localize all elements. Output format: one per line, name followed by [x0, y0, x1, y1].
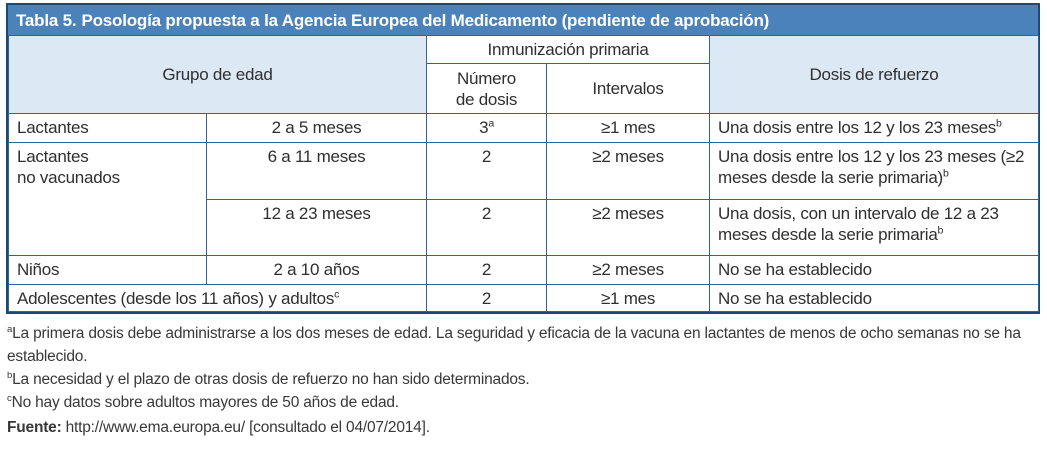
cell-interval: ≥1 mes: [546, 113, 711, 143]
source-line: Fuente: http://www.ema.europa.eu/ [consul…: [7, 416, 1040, 439]
booster-text: Una dosis, con un intervalo de 12 a 23 m…: [718, 204, 999, 244]
header-dosis-refuerzo: Dosis de refuerzo: [709, 35, 1040, 114]
doses-footnote-mark: a: [488, 117, 494, 130]
footnotes: aLa primera dosis debe administrarse a l…: [6, 322, 1040, 439]
cell-age: 6 a 11 meses: [205, 142, 428, 200]
source-url: http://www.ema.europa.eu/ [consultado el…: [65, 419, 430, 436]
cell-age: 2 a 5 meses: [205, 113, 428, 143]
cell-doses: 2: [426, 255, 548, 285]
header-numero-dosis: Número de dosis: [426, 63, 548, 114]
doses-value: 2: [481, 147, 492, 166]
cell-booster: Una dosis entre los 12 y los 23 mesesb: [709, 113, 1040, 143]
posology-table: Grupo de edad Inmunización primaria Dosi…: [7, 35, 1040, 312]
footnote-text: La primera dosis debe administrarse a lo…: [7, 325, 1021, 365]
table-row: Niños 2 a 10 años 2 ≥2 meses No se ha es…: [8, 255, 1040, 285]
cell-interval: ≥1 mes: [546, 284, 711, 312]
booster-text: Una dosis entre los 12 y los 23 meses (≥…: [718, 147, 1025, 187]
group-footnote-mark: c: [334, 288, 340, 301]
cell-age: 2 a 10 años: [205, 255, 428, 285]
booster-text: No se ha establecido: [718, 289, 872, 308]
table-row: Lactantes no vacunados 6 a 11 meses 2 ≥2…: [8, 142, 1040, 256]
cell-doses: 2: [426, 142, 548, 200]
table-row: Lactantes 2 a 5 meses 3a ≥1 mes Una dosi…: [8, 113, 1040, 143]
booster-text: Una dosis entre los 12 y los 23 meses: [718, 118, 997, 137]
footnote-text: No hay datos sobre adultos mayores de 50…: [11, 394, 399, 411]
header-inmunizacion-primaria: Inmunización primaria: [426, 35, 711, 64]
cell-doses: 2: [426, 199, 548, 256]
footnote-mark: a: [7, 323, 13, 335]
footnote-a: aLa primera dosis debe administrarse a l…: [7, 322, 1040, 368]
doses-value: 2: [481, 289, 492, 308]
footnote-mark: b: [7, 369, 13, 381]
cell-interval: ≥2 meses: [546, 199, 711, 256]
booster-footnote-mark: b: [996, 117, 1002, 130]
booster-footnote-mark: b: [942, 167, 949, 180]
table-title-text: Posología propuesta a la Agencia Europea…: [81, 11, 770, 30]
cell-doses: 3a: [426, 113, 548, 143]
doses-value: 3: [479, 118, 489, 137]
table-row: Adolescentes (desde los 11 años) y adult…: [7, 284, 1040, 312]
table-row: 12 a 23 meses 2 ≥2 meses Una dosis, con …: [9, 199, 1040, 256]
cell-booster: Una dosis entre los 12 y los 23 meses (≥…: [709, 142, 1040, 200]
cell-booster: Una dosis, con un intervalo de 12 a 23 m…: [709, 199, 1040, 256]
footnote-b: bLa necesidad y el plazo de otras dosis …: [7, 368, 1040, 391]
cell-group: Niños: [8, 255, 207, 285]
table-title: Tabla 5. Posología propuesta a la Agencia…: [8, 5, 1038, 35]
doses-value: 2: [481, 260, 492, 279]
booster-text: No se ha establecido: [718, 260, 872, 279]
cell-group: Lactantes: [8, 113, 207, 143]
header-intervalos: Intervalos: [546, 63, 711, 114]
footnote-text: La necesidad y el plazo de otras dosis d…: [12, 371, 530, 388]
table-frame: Tabla 5. Posología propuesta a la Agencia…: [6, 3, 1040, 314]
cell-group: Adolescentes (desde los 11 años) y adult…: [7, 284, 428, 312]
table-figure: Tabla 5. Posología propuesta a la Agencia…: [6, 3, 1040, 439]
table-title-label: Tabla 5.: [16, 11, 77, 30]
cell-age: 12 a 23 meses: [205, 199, 428, 256]
cell-group: Lactantes no vacunados: [8, 142, 207, 256]
source-label: Fuente:: [7, 419, 62, 436]
cell-interval: ≥2 meses: [546, 142, 711, 200]
doses-value: 2: [481, 204, 492, 223]
booster-footnote-mark: b: [937, 224, 944, 237]
footnote-c: cNo hay datos sobre adultos mayores de 5…: [7, 391, 1040, 414]
cell-interval: ≥2 meses: [546, 255, 711, 285]
cell-doses: 2: [426, 284, 548, 312]
cell-booster: No se ha establecido: [709, 255, 1040, 285]
header-grupo-edad: Grupo de edad: [7, 35, 428, 114]
group-text: Adolescentes (desde los 11 años) y adult…: [17, 289, 335, 308]
cell-booster: No se ha establecido: [709, 284, 1040, 312]
footnote-mark: c: [7, 392, 12, 404]
